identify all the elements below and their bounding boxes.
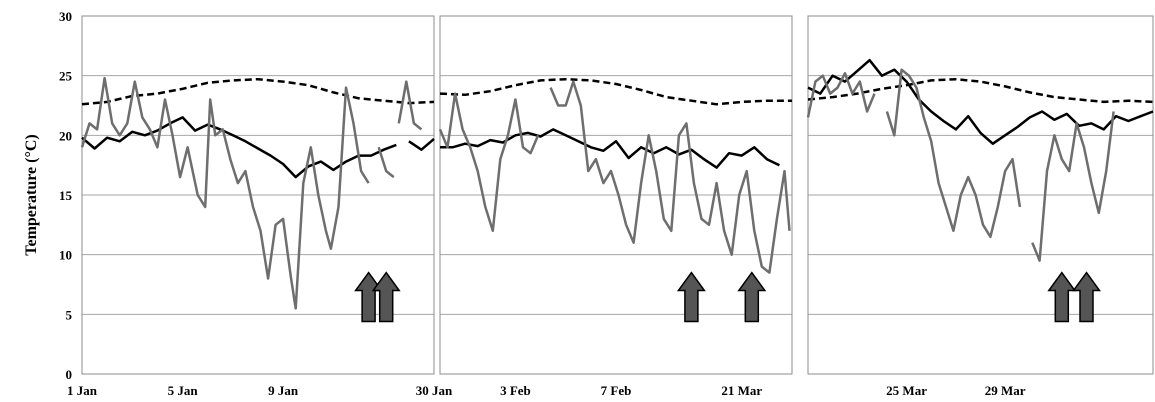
panel-2: 3 Feb 7 Feb 21 Mar	[440, 16, 792, 398]
series-line-3	[440, 94, 538, 231]
series-line-3	[82, 78, 369, 308]
panel-1: 1 Jan 5 Jan 9 Jan 30 Jan	[67, 16, 453, 398]
y-tick-label: 10	[59, 248, 72, 263]
y-tick-label: 0	[66, 367, 73, 382]
series-line-2	[82, 117, 396, 177]
x-tick-label: 21 Mar	[721, 383, 762, 398]
panel-3: 25 Mar 29 Mar	[808, 16, 1153, 398]
x-tick-label: 29 Mar	[985, 383, 1026, 398]
series-line-3	[551, 82, 790, 273]
x-tick-label: 5 Jan	[168, 383, 199, 398]
series-line-3	[887, 70, 1020, 237]
series-line-3	[1032, 112, 1113, 261]
x-tick-label: 7 Feb	[601, 383, 632, 398]
series-line-2	[409, 139, 434, 150]
x-tick-label: 3 Feb	[500, 383, 531, 398]
series-line-2	[808, 60, 1153, 144]
y-tick-label: 30	[59, 9, 72, 24]
x-tick-label: 30 Jan	[416, 383, 453, 398]
x-tick-label: 1 Jan	[67, 383, 98, 398]
series-line-1	[440, 79, 792, 104]
series-line-3	[399, 82, 422, 130]
series-line-3	[379, 147, 394, 177]
x-tick-label: 9 Jan	[268, 383, 299, 398]
y-tick-label: 25	[59, 69, 73, 84]
y-tick-label: 5	[66, 307, 73, 322]
y-tick-label: 15	[59, 188, 73, 203]
y-tick-label: 20	[59, 128, 72, 143]
x-tick-label: 25 Mar	[886, 383, 927, 398]
y-axis-label: Temperature (°C)	[23, 134, 40, 255]
